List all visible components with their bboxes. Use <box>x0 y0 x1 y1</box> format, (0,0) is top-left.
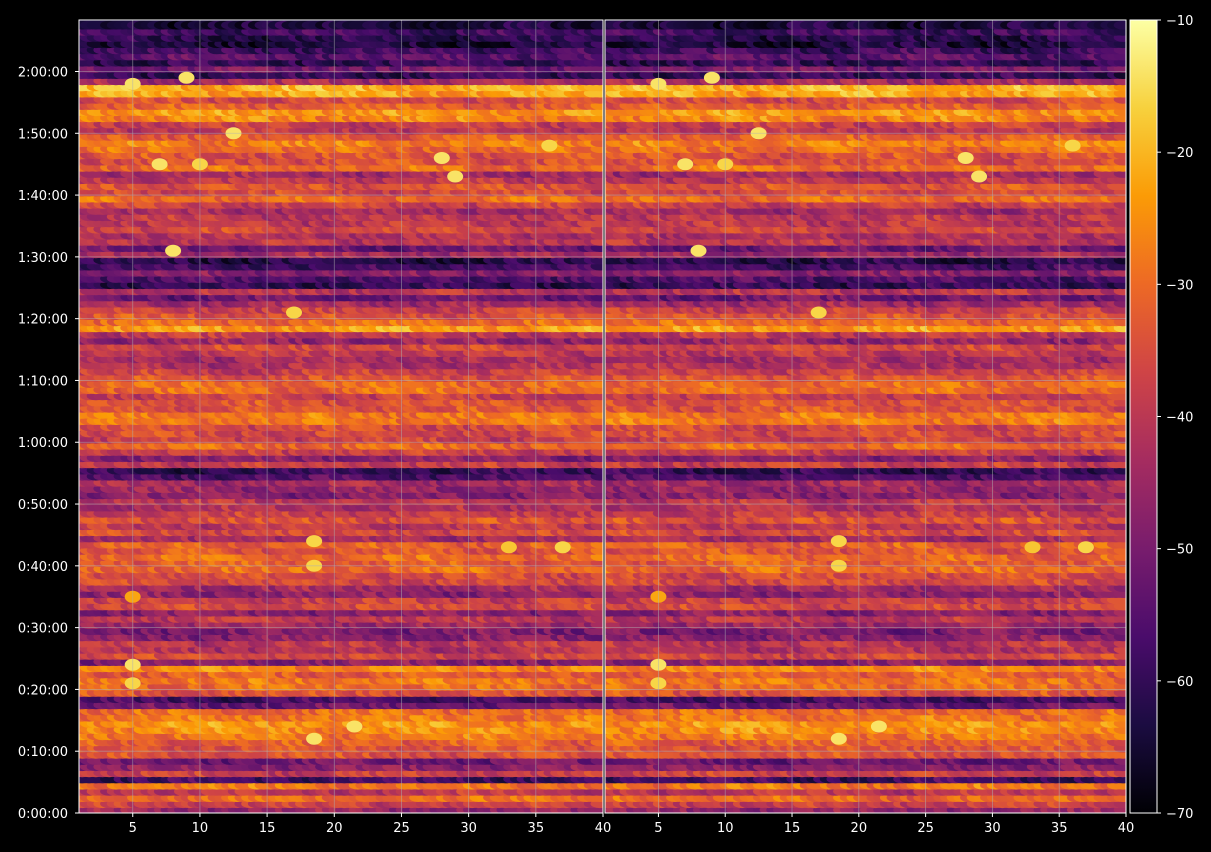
heatmap-cells-left <box>79 20 603 813</box>
heatmap-panel-left: 5 10 15 20 25 30 35 40 <box>78 19 611 836</box>
